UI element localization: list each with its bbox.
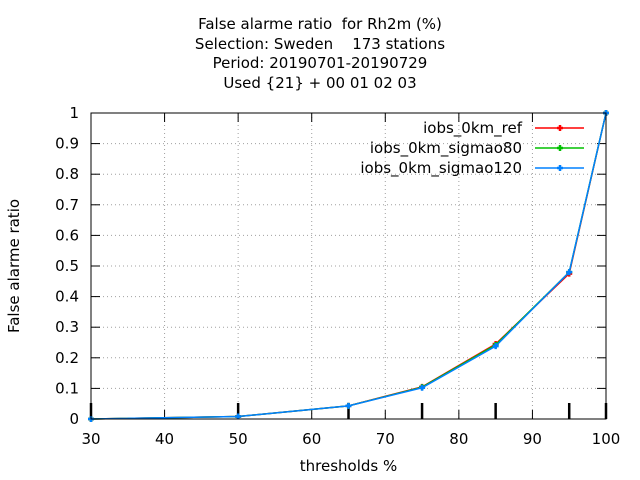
legend-marker xyxy=(557,165,563,171)
y-tick-label: 0.3 xyxy=(55,318,79,336)
series-line-iobs_0km_sigmao80 xyxy=(90,112,607,420)
data-point xyxy=(419,384,426,391)
x-tick-label: 50 xyxy=(229,430,248,448)
title-line-4: Used {21} + 00 01 02 03 xyxy=(223,73,417,92)
series-line-iobs_0km_ref xyxy=(90,112,607,420)
axis-ticks xyxy=(89,112,608,420)
data-point xyxy=(492,343,499,350)
y-tick-label: 0.8 xyxy=(55,165,79,183)
y-tick-label: 0 xyxy=(69,410,79,428)
y-tick-label: 0.4 xyxy=(55,288,79,306)
x-tick-label: 30 xyxy=(81,430,100,448)
title-line-2: Selection: Sweden 173 stations xyxy=(194,34,446,53)
y-tick-label: 0.7 xyxy=(55,196,79,214)
y-tick-label: 0.6 xyxy=(55,226,79,244)
data-point xyxy=(566,269,573,276)
legend: iobs_0km_refiobs_0km_sigmao80iobs_0km_si… xyxy=(360,119,584,178)
x-tick-label: 70 xyxy=(376,430,395,448)
x-tick-labels: 30 40 50 60 70 80 90 100 xyxy=(81,430,620,448)
legend-label: iobs_0km_sigmao80 xyxy=(370,139,522,158)
data-point xyxy=(345,402,352,409)
legend-marker xyxy=(557,145,563,151)
x-tick-label: 40 xyxy=(155,430,174,448)
series-lines xyxy=(88,110,609,422)
legend-marker xyxy=(557,125,563,131)
grid-lines xyxy=(91,113,606,419)
y-tick-label: 0.1 xyxy=(55,379,79,397)
y-tick-labels: 0 0.1 0.2 0.3 0.4 0.5 0.6 0.7 0.8 0.9 1 xyxy=(55,104,79,428)
y-tick-label: 0.2 xyxy=(55,349,79,367)
y-tick-label: 0.5 xyxy=(55,257,79,275)
title-line-1: False alarme ratio for Rh2m (%) xyxy=(198,15,442,33)
x-tick-label: 80 xyxy=(449,430,468,448)
y-tick-label: 0.9 xyxy=(55,135,79,153)
series-line-iobs_0km_sigmao120 xyxy=(90,112,607,420)
title-line-3: Period: 20190701-20190729 xyxy=(212,54,428,72)
x-axis-label: thresholds % xyxy=(300,457,397,475)
y-tick-label: 1 xyxy=(69,104,79,122)
x-tick-label: 100 xyxy=(592,430,621,448)
legend-label: iobs_0km_sigmao120 xyxy=(360,159,522,178)
plot-frame xyxy=(90,112,607,420)
x-tick-label: 90 xyxy=(523,430,542,448)
y-axis-label: False alarme ratio xyxy=(5,199,23,333)
legend-label: iobs_0km_ref xyxy=(423,119,523,138)
chart-title: False alarme ratio for Rh2m (%) Selectio… xyxy=(0,15,640,93)
x-tick-label: 60 xyxy=(302,430,321,448)
